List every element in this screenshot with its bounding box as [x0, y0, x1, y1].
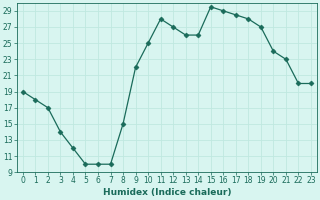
X-axis label: Humidex (Indice chaleur): Humidex (Indice chaleur) [103, 188, 231, 197]
